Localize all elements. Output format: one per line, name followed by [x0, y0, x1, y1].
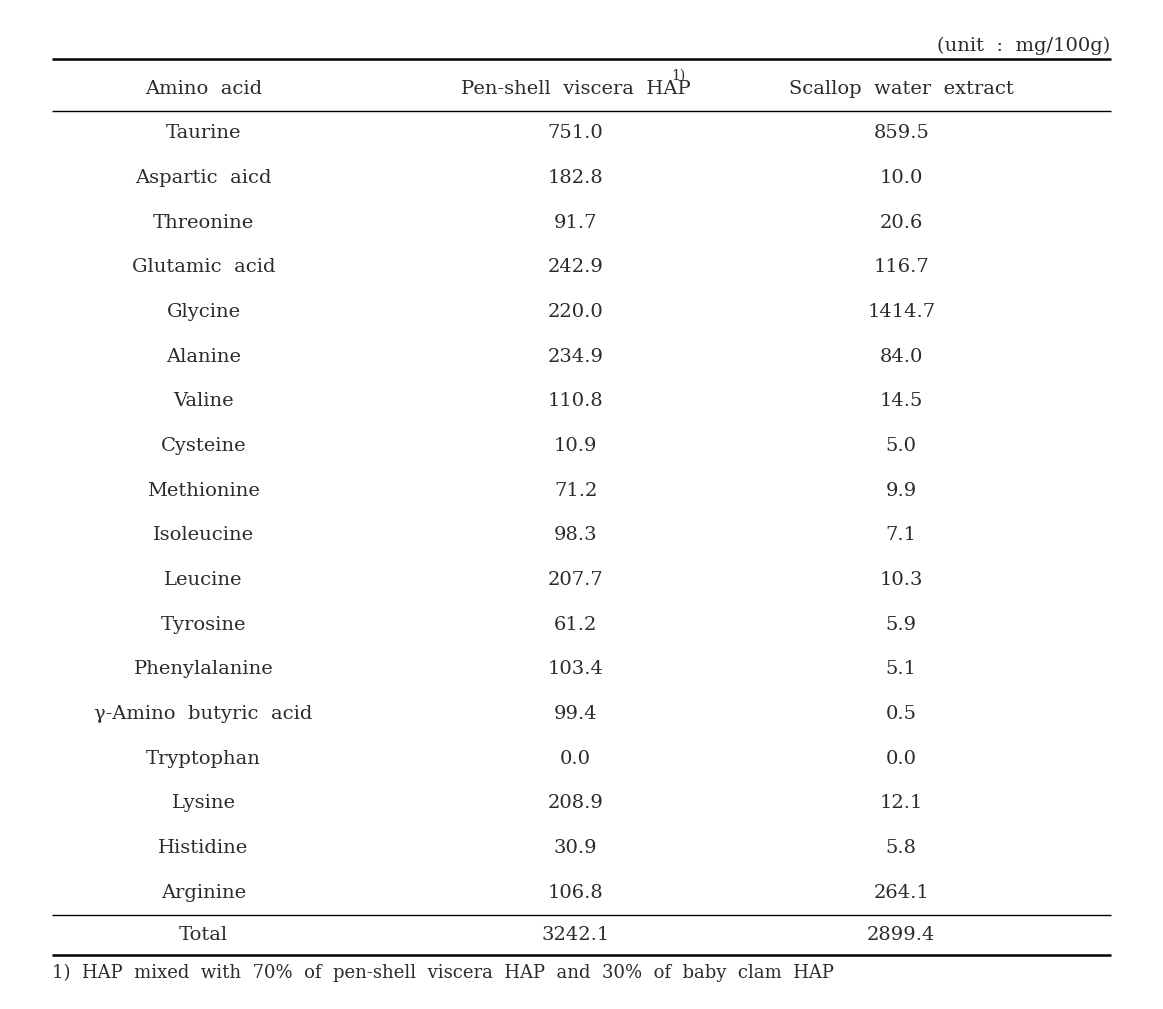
- Text: Leucine: Leucine: [164, 571, 243, 589]
- Text: Amino  acid: Amino acid: [145, 80, 262, 98]
- Text: 20.6: 20.6: [879, 214, 923, 232]
- Text: 1414.7: 1414.7: [868, 303, 935, 321]
- Text: 5.9: 5.9: [886, 615, 916, 634]
- Text: 3242.1: 3242.1: [542, 926, 609, 944]
- Text: 12.1: 12.1: [879, 794, 923, 812]
- Text: 207.7: 207.7: [548, 571, 604, 589]
- Text: 182.8: 182.8: [548, 169, 604, 187]
- Text: Phenylalanine: Phenylalanine: [134, 661, 273, 678]
- Text: 1): 1): [671, 69, 685, 83]
- Text: 30.9: 30.9: [554, 839, 598, 858]
- Text: 242.9: 242.9: [548, 258, 604, 276]
- Text: Pen-shell  viscera  HAP: Pen-shell viscera HAP: [461, 80, 691, 98]
- Text: 10.0: 10.0: [879, 169, 923, 187]
- Text: 264.1: 264.1: [873, 884, 929, 902]
- Text: 10.9: 10.9: [554, 437, 598, 455]
- Text: Glycine: Glycine: [166, 303, 241, 321]
- Text: 99.4: 99.4: [554, 705, 598, 723]
- Text: Glutamic  acid: Glutamic acid: [131, 258, 276, 276]
- Text: 7.1: 7.1: [886, 527, 916, 545]
- Text: 0.0: 0.0: [561, 750, 591, 768]
- Text: 208.9: 208.9: [548, 794, 604, 812]
- Text: Taurine: Taurine: [166, 124, 241, 142]
- Text: 61.2: 61.2: [554, 615, 598, 634]
- Text: (unit  :  mg/100g): (unit : mg/100g): [937, 36, 1111, 54]
- Text: Isoleucine: Isoleucine: [154, 527, 254, 545]
- Text: Aspartic  aicd: Aspartic aicd: [135, 169, 272, 187]
- Text: Arginine: Arginine: [160, 884, 247, 902]
- Text: 103.4: 103.4: [548, 661, 604, 678]
- Text: 1)  HAP  mixed  with  70%  of  pen-shell  viscera  HAP  and  30%  of  baby  clam: 1) HAP mixed with 70% of pen-shell visce…: [52, 964, 834, 982]
- Text: 234.9: 234.9: [548, 348, 604, 365]
- Text: 106.8: 106.8: [548, 884, 604, 902]
- Text: 84.0: 84.0: [879, 348, 923, 365]
- Text: 220.0: 220.0: [548, 303, 604, 321]
- Text: 91.7: 91.7: [554, 214, 598, 232]
- Text: 751.0: 751.0: [548, 124, 604, 142]
- Text: 98.3: 98.3: [554, 527, 598, 545]
- Text: 9.9: 9.9: [886, 481, 916, 499]
- Text: 2899.4: 2899.4: [868, 926, 935, 944]
- Text: Cysteine: Cysteine: [160, 437, 247, 455]
- Text: 859.5: 859.5: [873, 124, 929, 142]
- Text: Tryptophan: Tryptophan: [147, 750, 261, 768]
- Text: 110.8: 110.8: [548, 393, 604, 411]
- Text: Total: Total: [179, 926, 228, 944]
- Text: 5.1: 5.1: [886, 661, 916, 678]
- Text: Methionine: Methionine: [147, 481, 261, 499]
- Text: 10.3: 10.3: [879, 571, 923, 589]
- Text: 0.0: 0.0: [886, 750, 916, 768]
- Text: 0.5: 0.5: [886, 705, 916, 723]
- Text: Histidine: Histidine: [158, 839, 249, 858]
- Text: Tyrosine: Tyrosine: [160, 615, 247, 634]
- Text: Threonine: Threonine: [152, 214, 255, 232]
- Text: Scallop  water  extract: Scallop water extract: [789, 80, 1014, 98]
- Text: 14.5: 14.5: [879, 393, 923, 411]
- Text: 71.2: 71.2: [554, 481, 598, 499]
- Text: 116.7: 116.7: [873, 258, 929, 276]
- Text: Lysine: Lysine: [171, 794, 236, 812]
- Text: 5.0: 5.0: [886, 437, 916, 455]
- Text: 5.8: 5.8: [886, 839, 916, 858]
- Text: Alanine: Alanine: [166, 348, 241, 365]
- Text: γ-Amino  butyric  acid: γ-Amino butyric acid: [94, 705, 313, 723]
- Text: Valine: Valine: [173, 393, 234, 411]
